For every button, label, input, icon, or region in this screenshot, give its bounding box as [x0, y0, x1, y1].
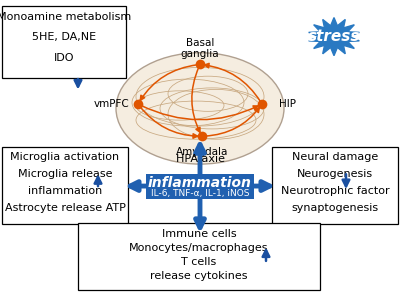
Text: IDO: IDO: [54, 53, 74, 63]
Text: inflammation: inflammation: [148, 176, 252, 190]
Text: synaptogenesis: synaptogenesis: [292, 203, 378, 213]
Text: inflammation: inflammation: [28, 186, 102, 196]
Text: Astrocyte release ATP: Astrocyte release ATP: [4, 203, 126, 213]
Text: Neurogenesis: Neurogenesis: [297, 169, 373, 179]
Text: vmPFC: vmPFC: [94, 99, 130, 109]
FancyBboxPatch shape: [146, 173, 254, 199]
Text: HIP: HIP: [280, 99, 296, 109]
Text: Microglia release: Microglia release: [18, 169, 112, 179]
Text: Microglia activation: Microglia activation: [10, 152, 120, 162]
Text: Basal
ganglia: Basal ganglia: [181, 38, 219, 59]
FancyBboxPatch shape: [78, 223, 320, 290]
Text: Immune cells: Immune cells: [162, 229, 236, 239]
Polygon shape: [309, 18, 359, 56]
Text: HPA axie: HPA axie: [176, 154, 224, 163]
Text: T cells: T cells: [181, 257, 217, 267]
Text: IL-6, TNF-α, IL-1, iNOS: IL-6, TNF-α, IL-1, iNOS: [151, 189, 249, 197]
FancyBboxPatch shape: [272, 146, 398, 224]
Text: Neurotrophic factor: Neurotrophic factor: [281, 186, 389, 196]
FancyBboxPatch shape: [2, 6, 126, 78]
Text: 5HE, DA,NE: 5HE, DA,NE: [32, 32, 96, 42]
Text: Neural damage: Neural damage: [292, 152, 378, 162]
Text: Monocytes/macrophages: Monocytes/macrophages: [129, 243, 269, 253]
Text: stress: stress: [308, 29, 360, 44]
Text: Monoamine metabolism: Monoamine metabolism: [0, 12, 131, 22]
Text: Amygdala: Amygdala: [176, 147, 228, 157]
Text: release cytokines: release cytokines: [150, 271, 248, 281]
FancyBboxPatch shape: [2, 146, 128, 224]
Ellipse shape: [116, 53, 284, 164]
